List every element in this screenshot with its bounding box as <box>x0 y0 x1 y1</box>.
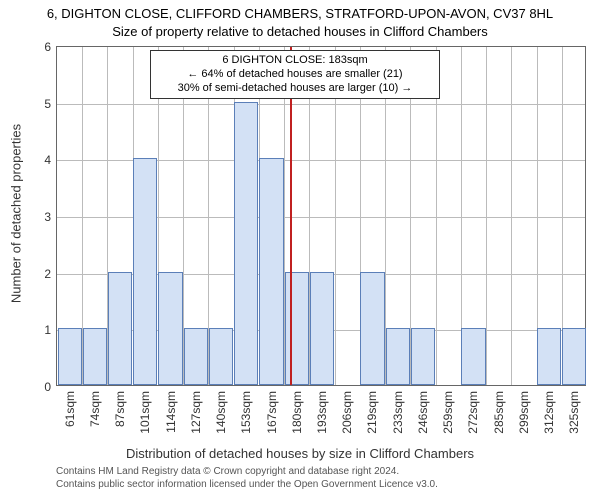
annotation-line1: 6 DIGHTON CLOSE: 183sqm <box>159 54 431 68</box>
x-tick-label: 140sqm <box>214 391 228 434</box>
histogram-bar <box>386 328 410 385</box>
histogram-bar <box>285 272 309 385</box>
gridline-v <box>486 47 487 385</box>
x-tick-label: 180sqm <box>290 391 304 434</box>
histogram-bar <box>133 158 157 385</box>
annotation-line3: 30% of semi-detached houses are larger (… <box>159 82 431 96</box>
x-tick-label: 285sqm <box>492 391 506 434</box>
histogram-bar <box>360 272 384 385</box>
histogram-bar <box>234 102 258 385</box>
annotation-line2: ← 64% of detached houses are smaller (21… <box>159 68 431 82</box>
footer-line1: Contains HM Land Registry data © Crown c… <box>56 466 600 479</box>
gridline-h <box>57 104 585 105</box>
y-tick-label: 6 <box>44 40 57 54</box>
x-tick-label: 233sqm <box>391 391 405 434</box>
histogram-bar <box>411 328 435 385</box>
property-size-chart: 6, DIGHTON CLOSE, CLIFFORD CHAMBERS, STR… <box>0 0 600 500</box>
x-tick-label: 193sqm <box>315 391 329 434</box>
x-tick-label: 61sqm <box>63 391 77 427</box>
y-tick-label: 0 <box>44 380 57 394</box>
y-tick-label: 5 <box>44 97 57 111</box>
x-tick-label: 206sqm <box>340 391 354 434</box>
x-tick-label: 74sqm <box>88 391 102 427</box>
y-tick-label: 2 <box>44 267 57 281</box>
x-axis-label: Distribution of detached houses by size … <box>0 446 600 461</box>
histogram-bar <box>259 158 283 385</box>
footer-attribution: Contains HM Land Registry data © Crown c… <box>0 466 600 491</box>
x-tick-label: 101sqm <box>138 391 152 434</box>
x-tick-label: 259sqm <box>441 391 455 434</box>
histogram-bar <box>158 272 182 385</box>
x-tick-label: 299sqm <box>517 391 531 434</box>
x-tick-label: 325sqm <box>567 391 581 434</box>
y-tick-label: 3 <box>44 210 57 224</box>
histogram-bar <box>58 328 82 385</box>
histogram-bar <box>310 272 334 385</box>
y-tick-label: 1 <box>44 323 57 337</box>
annotation-box: 6 DIGHTON CLOSE: 183sqm ← 64% of detache… <box>150 50 440 99</box>
x-tick-label: 87sqm <box>113 391 127 427</box>
y-tick-label: 4 <box>44 153 57 167</box>
x-tick-label: 114sqm <box>164 391 178 433</box>
y-axis-label: Number of detached properties <box>9 44 24 384</box>
gridline-v <box>511 47 512 385</box>
histogram-bar <box>461 328 485 385</box>
chart-title-address: 6, DIGHTON CLOSE, CLIFFORD CHAMBERS, STR… <box>0 6 600 21</box>
histogram-bar <box>209 328 233 385</box>
chart-subtitle: Size of property relative to detached ho… <box>0 24 600 39</box>
x-tick-label: 219sqm <box>365 391 379 434</box>
x-tick-label: 167sqm <box>265 391 279 434</box>
x-tick-label: 312sqm <box>542 391 556 434</box>
footer-line2: Contains public sector information licen… <box>56 479 600 492</box>
histogram-bar <box>537 328 561 385</box>
histogram-bar <box>83 328 107 385</box>
histogram-bar <box>184 328 208 385</box>
x-tick-label: 272sqm <box>466 391 480 434</box>
x-tick-label: 153sqm <box>239 391 253 434</box>
histogram-bar <box>108 272 132 385</box>
x-tick-label: 127sqm <box>189 391 203 434</box>
histogram-bar <box>562 328 586 385</box>
x-tick-label: 246sqm <box>416 391 430 434</box>
